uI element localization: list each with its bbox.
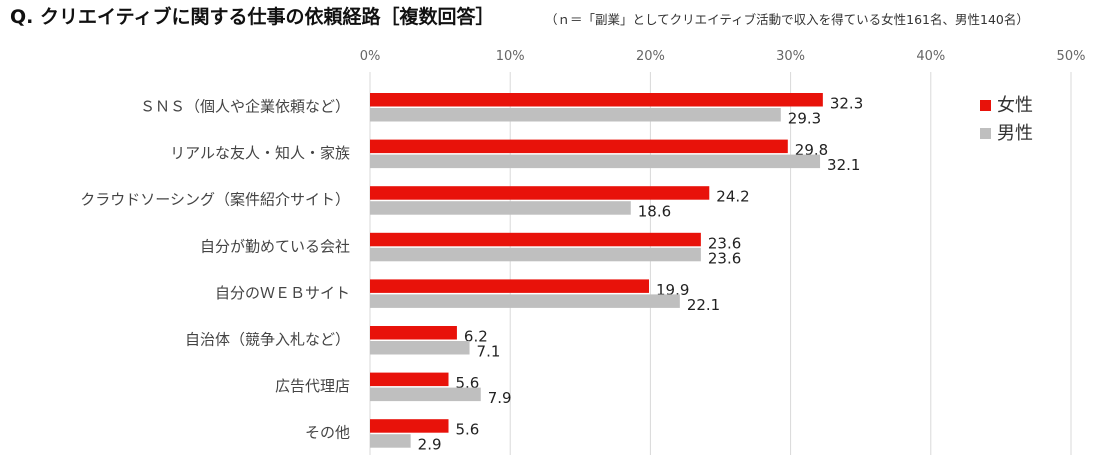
bar-male xyxy=(370,387,481,402)
data-label: 7.1 xyxy=(477,343,501,361)
category-label: 自分が勤めている会社 xyxy=(200,237,350,255)
data-label: 24.2 xyxy=(716,188,749,206)
bar-male xyxy=(370,108,781,122)
category-label: クラウドソーシング（案件紹介サイト） xyxy=(80,191,350,209)
data-label: 2.9 xyxy=(418,436,442,454)
data-label: 18.6 xyxy=(638,203,671,221)
bar-female xyxy=(370,186,710,200)
legend-swatch-male xyxy=(980,128,991,139)
bar-female xyxy=(370,419,449,433)
x-tick-label: 20% xyxy=(636,49,665,64)
category-label: 広告代理店 xyxy=(275,377,350,395)
x-tick-label: 0% xyxy=(360,49,381,64)
data-label: 7.9 xyxy=(488,389,512,407)
x-tick-label: 50% xyxy=(1057,49,1086,64)
data-label: 6.2 xyxy=(464,328,488,346)
bar-female xyxy=(370,93,823,107)
bar-male xyxy=(370,201,631,215)
category-label: リアルな友人・知人・家族 xyxy=(170,144,350,162)
chart-title: Q. クリエイティブに関する仕事の依頼経路［複数回答］ xyxy=(10,6,495,28)
x-tick-label: 40% xyxy=(916,49,945,64)
bar-male xyxy=(370,341,470,355)
category-label: 自分のＷＥＢサイト xyxy=(215,284,350,302)
bar-male xyxy=(370,247,701,262)
chart-sample-note: （ｎ＝「副業」としてクリエイティブ活動で収入を得ている女性161名、男性140名… xyxy=(545,12,1029,27)
data-label: 5.6 xyxy=(456,421,480,439)
bar-male xyxy=(370,154,821,169)
category-label: 自治体（競争入札など） xyxy=(185,331,350,349)
data-label: 23.6 xyxy=(708,249,741,267)
legend-swatch-female xyxy=(980,100,991,111)
bar-female xyxy=(370,139,788,154)
data-label: 29.3 xyxy=(788,110,821,128)
bar-female xyxy=(370,372,449,387)
bar-male xyxy=(370,294,680,308)
data-label: 32.1 xyxy=(827,156,860,174)
x-tick-label: 10% xyxy=(496,49,525,64)
category-label: その他 xyxy=(305,424,350,442)
data-label: 23.6 xyxy=(708,234,741,252)
bar-female xyxy=(370,279,649,293)
category-label: ＳＮＳ（個人や企業依頼など） xyxy=(140,98,350,116)
bar-female xyxy=(370,232,701,247)
legend-label: 男性 xyxy=(997,123,1033,144)
legend-label: 女性 xyxy=(997,95,1033,116)
bar-male xyxy=(370,434,411,448)
data-label: 22.1 xyxy=(687,296,720,314)
data-label: 32.3 xyxy=(830,95,863,113)
x-tick-label: 30% xyxy=(776,49,805,64)
bar-female xyxy=(370,326,457,340)
